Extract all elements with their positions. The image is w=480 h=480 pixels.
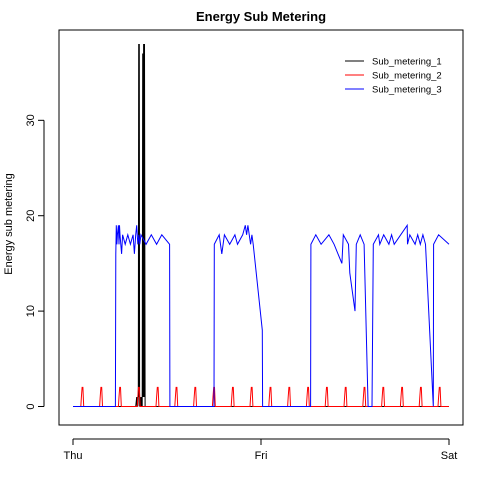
series-line-sub-metering-2	[73, 386, 449, 407]
y-axis: 0 10 20 30	[25, 114, 45, 410]
y-tick-label-20: 20	[25, 210, 37, 222]
series-line-sub-metering-3	[73, 223, 450, 407]
x-tick-label-sat: Sat	[441, 450, 458, 462]
legend-label-sub-metering-2: Sub_metering_2	[372, 71, 442, 82]
plot-frame	[58, 29, 464, 426]
y-axis-label: Energy sub metering	[3, 173, 15, 275]
legend-label-sub-metering-1: Sub_metering_1	[372, 57, 442, 68]
chart-title: Energy Sub Metering	[196, 9, 326, 24]
y-tick-label-10: 10	[25, 305, 37, 317]
y-tick-label-30: 30	[25, 114, 37, 126]
plot-area	[73, 43, 450, 407]
y-tick-label-0: 0	[25, 403, 37, 409]
x-tick-label-fri: Fri	[255, 450, 268, 462]
x-tick-label-thu: Thu	[64, 450, 83, 462]
legend: Sub_metering_1 Sub_metering_2 Sub_metering…	[345, 57, 442, 96]
legend-label-sub-metering-3: Sub_metering_3	[372, 85, 442, 96]
x-axis: Thu Fri Sat	[64, 438, 458, 462]
